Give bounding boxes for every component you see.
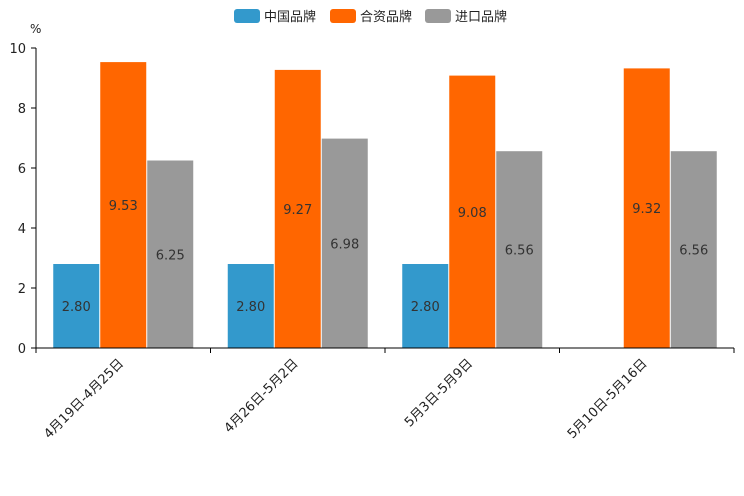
x-category-label-1: 4月19日-4月25日 — [41, 356, 127, 442]
bar-series-3-cat-4 — [670, 151, 717, 348]
data-label-series-2-cat-3: 9.08 — [458, 206, 487, 221]
data-label-series-3-cat-1: 6.25 — [156, 248, 185, 263]
y-tick-label-10: 10 — [9, 42, 26, 57]
data-label-series-3-cat-3: 6.56 — [505, 244, 534, 259]
data-label-series-3-cat-2: 6.98 — [330, 237, 359, 252]
y-tick-label-0: 0 — [18, 342, 26, 357]
bar-series-2-cat-4 — [623, 68, 670, 349]
bar-series-2-cat-2 — [274, 69, 321, 349]
legend-swatch-3 — [425, 9, 451, 23]
x-category-label-3: 5月3日-5月9日 — [402, 356, 476, 430]
bar-series-1-cat-3 — [402, 264, 449, 348]
legend-label-3: 进口品牌 — [455, 9, 507, 25]
bar-series-1-cat-1 — [53, 264, 100, 348]
bar-series-3-cat-3 — [496, 151, 543, 348]
bars: 2.80 9.53 6.25 2.80 9.27 6.98 2.80 9.08 6.56 9.32… — [53, 62, 717, 349]
data-label-series-1-cat-2: 2.80 — [236, 300, 265, 315]
bar-series-3-cat-2 — [321, 138, 368, 348]
legend-label-1: 中国品牌 — [264, 9, 316, 25]
bar-series-1-cat-2 — [227, 264, 274, 348]
bar-series-3-cat-1 — [147, 160, 194, 348]
x-axis: 4月19日-4月25日 4月26日-5月2日 5月3日-5月9日 5月10日-5月16… — [35, 347, 735, 442]
x-category-label-2: 4月26日-5月2日 — [222, 356, 302, 436]
data-label-series-3-cat-4: 6.56 — [679, 244, 708, 259]
y-tick-label-2: 2 — [18, 282, 26, 297]
legend-label-2: 合资品牌 — [360, 9, 412, 25]
y-axis: 0 2 4 6 8 10 — [9, 42, 37, 357]
y-tick-label-8: 8 — [18, 102, 26, 117]
data-label-series-2-cat-4: 9.32 — [632, 202, 661, 217]
data-label-series-2-cat-2: 9.27 — [283, 203, 312, 218]
y-tick-label-6: 6 — [18, 162, 26, 177]
data-label-series-1-cat-1: 2.80 — [62, 300, 91, 315]
data-label-series-2-cat-1: 9.53 — [109, 199, 138, 214]
x-category-label-4: 5月10日-5月16日 — [565, 356, 651, 442]
y-tick-label-4: 4 — [18, 222, 26, 237]
y-axis-unit-label: % — [30, 22, 41, 36]
data-label-series-1-cat-3: 2.80 — [411, 300, 440, 315]
legend: 中国品牌 合资品牌 进口品牌 — [234, 9, 507, 25]
legend-swatch-1 — [234, 9, 260, 23]
bar-series-2-cat-1 — [100, 62, 147, 348]
bar-series-2-cat-3 — [449, 75, 496, 348]
legend-swatch-2 — [330, 9, 356, 23]
